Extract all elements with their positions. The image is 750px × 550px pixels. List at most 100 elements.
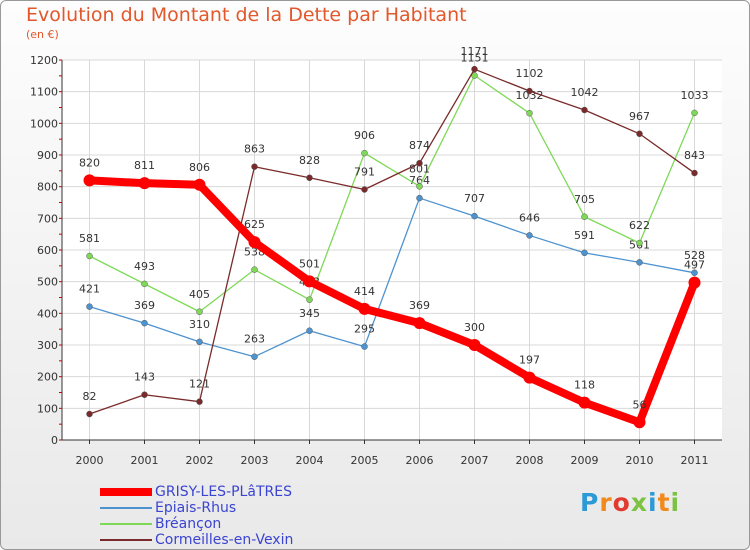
data-label-1: 263 <box>244 333 265 346</box>
data-label-2: 1151 <box>461 52 489 65</box>
x-tick-label: 2008 <box>516 454 544 467</box>
data-point-1 <box>306 327 313 334</box>
data-point-0 <box>248 236 261 249</box>
data-point-1 <box>581 249 588 257</box>
line-chart: 0 100 200 300 400 500 600 700 800 900 1000 1100 1200… <box>30 45 722 467</box>
data-label-0: 811 <box>134 159 155 172</box>
data-label-2: 581 <box>79 232 100 245</box>
data-label-3: 791 <box>354 166 375 179</box>
data-point-3 <box>306 174 313 182</box>
data-label-1: 707 <box>464 192 485 205</box>
y-tick-label: 500 <box>37 276 58 289</box>
legend-swatch <box>100 488 152 496</box>
y-tick-label: 600 <box>37 244 58 257</box>
legend-swatch <box>100 539 152 541</box>
legend-label: Epiais-Rhus <box>155 500 237 516</box>
y-tick-label: 1100 <box>30 86 58 99</box>
data-point-3 <box>361 186 368 193</box>
data-label-3: 82 <box>83 390 97 403</box>
data-label-0: 497 <box>684 259 705 272</box>
data-point-3 <box>471 65 478 73</box>
data-label-0: 197 <box>519 354 540 367</box>
data-label-0: 300 <box>464 321 485 334</box>
data-point-2 <box>306 296 313 303</box>
x-tick-label: 2000 <box>76 454 104 467</box>
data-point-3 <box>691 169 698 177</box>
data-point-0 <box>83 174 96 187</box>
data-label-1: 528 <box>684 249 705 262</box>
data-point-0 <box>633 416 646 429</box>
y-tick-label: 900 <box>37 149 58 162</box>
data-point-3 <box>636 130 643 138</box>
data-point-0 <box>193 178 206 191</box>
x-tick-label: 2004 <box>296 454 324 467</box>
data-label-3: 1102 <box>516 67 544 80</box>
data-point-0 <box>523 371 536 384</box>
data-point-3 <box>141 391 148 398</box>
y-tick-label: 800 <box>37 181 58 194</box>
x-tick-label: 2006 <box>406 454 434 467</box>
data-point-2 <box>416 183 423 190</box>
data-point-1 <box>416 194 423 202</box>
data-point-2 <box>526 109 533 117</box>
data-label-0: 501 <box>299 257 320 270</box>
data-label-0: 118 <box>574 379 595 392</box>
y-tick-label: 1200 <box>30 54 58 67</box>
data-point-0 <box>413 317 426 330</box>
y-tick-label: 0 <box>51 434 58 447</box>
data-label-1: 591 <box>574 229 595 242</box>
data-label-2: 906 <box>354 129 375 142</box>
x-tick-label: 2002 <box>186 454 214 467</box>
data-point-1 <box>526 232 533 239</box>
data-point-2 <box>251 266 258 273</box>
y-tick-label: 400 <box>37 307 58 320</box>
legend-label: Cormeilles-en-Vexin <box>155 532 294 548</box>
x-tick-label: 2009 <box>571 454 599 467</box>
y-tick-label: 300 <box>37 339 58 352</box>
x-tick-label: 2005 <box>351 454 379 467</box>
data-point-0 <box>303 275 316 288</box>
data-label-2: 705 <box>574 193 595 206</box>
data-point-3 <box>251 163 258 170</box>
data-point-0 <box>468 339 481 351</box>
data-label-0: 369 <box>409 299 430 312</box>
data-label-1: 345 <box>299 307 320 320</box>
data-label-1: 646 <box>519 211 540 224</box>
data-point-1 <box>691 269 698 277</box>
legend-label: GRISY-LES-PLâTRES <box>155 484 292 500</box>
data-label-0: 414 <box>354 285 375 298</box>
series-line-0 <box>85 176 699 427</box>
data-point-1 <box>196 338 203 346</box>
data-point-1 <box>86 303 93 310</box>
data-point-2 <box>141 280 148 288</box>
data-label-3: 874 <box>409 139 430 152</box>
legend-swatch <box>100 523 152 525</box>
data-label-0: 806 <box>189 161 210 174</box>
data-label-1: 310 <box>189 318 210 331</box>
data-point-3 <box>526 87 533 95</box>
data-point-1 <box>361 343 368 350</box>
series-line-2 <box>88 74 696 313</box>
data-point-2 <box>196 308 203 315</box>
data-label-1: 421 <box>79 283 100 296</box>
chart-title: Evolution du Montant de la Dette par Hab… <box>26 4 467 26</box>
series-line-1 <box>88 197 696 358</box>
data-point-3 <box>416 159 423 167</box>
data-label-1: 295 <box>354 323 375 336</box>
data-point-2 <box>691 109 698 117</box>
data-label-3: 143 <box>134 371 155 384</box>
data-label-3: 828 <box>299 154 320 167</box>
data-point-3 <box>86 410 93 418</box>
data-point-2 <box>361 149 368 157</box>
y-tick-label: 100 <box>37 402 58 415</box>
data-point-2 <box>86 252 93 260</box>
data-point-0 <box>688 276 701 289</box>
x-tick-label: 2011 <box>681 454 709 467</box>
data-label-2: 1032 <box>516 89 544 102</box>
data-label-3: 843 <box>684 149 705 162</box>
y-tick-label: 700 <box>37 212 58 225</box>
data-label-3: 1171 <box>461 45 489 58</box>
data-point-1 <box>251 353 258 360</box>
data-point-1 <box>471 212 478 220</box>
data-point-0 <box>358 302 371 315</box>
